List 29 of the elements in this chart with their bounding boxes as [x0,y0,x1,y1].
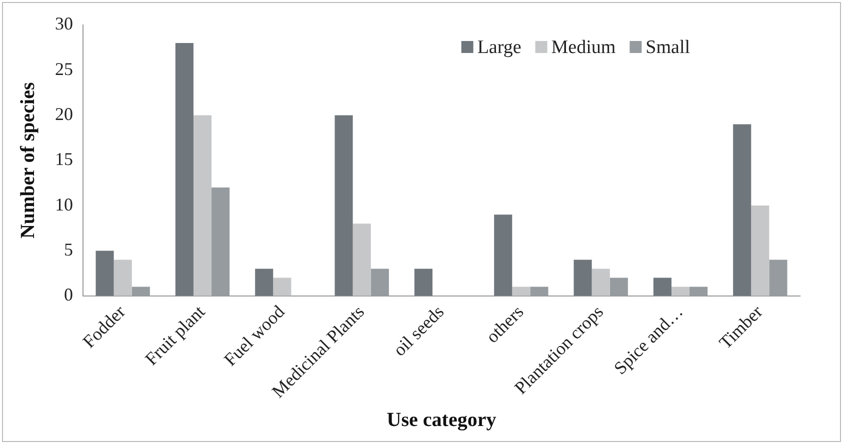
y-tick-label: 25 [55,58,73,79]
x-axis-title: Use category [386,409,496,432]
y-tick-label: 30 [55,14,73,34]
bar [96,250,114,296]
bar [653,278,672,296]
bar [414,268,432,296]
bar [494,214,512,296]
bar [273,278,292,296]
bar [114,260,132,296]
bar [574,260,592,296]
legend-label: Large [477,36,522,58]
y-tick-label: 15 [55,149,73,170]
bar [193,115,212,296]
y-tick-label: 10 [55,194,73,214]
bar [334,115,353,296]
bar [671,286,690,296]
bar [352,224,371,296]
bar [751,206,770,296]
bar [733,124,752,296]
y-tick-label: 20 [55,104,73,124]
y-tick-label: 0 [64,284,73,305]
y-tick-label: 5 [64,239,73,260]
bar [175,43,194,296]
legend-label: Medium [551,36,616,58]
bar [592,268,610,296]
legend-label: Small [646,36,690,58]
bar [512,286,530,296]
y-axis-title: Number of species [17,82,40,239]
bar [255,268,274,296]
